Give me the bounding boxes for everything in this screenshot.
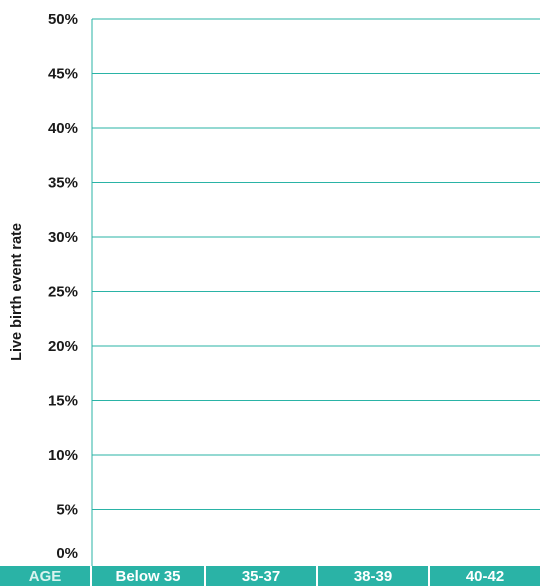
y-tick-label: 5% (56, 501, 78, 518)
y-tick-label: 15% (48, 392, 78, 409)
y-axis-title: Live birth event rate (9, 223, 25, 361)
y-tick-label: 20% (48, 338, 78, 355)
x-category-cell (206, 566, 316, 586)
gridlines (92, 18, 540, 510)
y-tick-labels: 0% 5% 10% 15% 20% 25% 30% 35% 40% 45% 50% (48, 11, 78, 562)
y-tick-label: 45% (48, 65, 78, 82)
x-tick-label: Below 35 (115, 568, 180, 585)
x-axis-title: AGE (29, 568, 62, 585)
x-axis-title-cell (0, 566, 90, 586)
x-tick-label: 35-37 (242, 568, 280, 585)
x-category-cell (92, 566, 204, 586)
x-category-cell (318, 566, 428, 586)
y-tick-label: 40% (48, 120, 78, 137)
x-category-cell (430, 566, 540, 586)
y-tick-label: 25% (48, 283, 78, 300)
x-tick-label: 40-42 (466, 568, 504, 585)
y-tick-label: 0% (56, 545, 78, 562)
y-tick-label: 50% (48, 11, 78, 28)
y-tick-label: 10% (48, 447, 78, 464)
x-axis-band: AGE Below 35 35-37 38-39 40-42 (0, 566, 540, 586)
y-tick-label: 30% (48, 229, 78, 246)
x-tick-label: 38-39 (354, 568, 392, 585)
y-tick-label: 35% (48, 174, 78, 191)
